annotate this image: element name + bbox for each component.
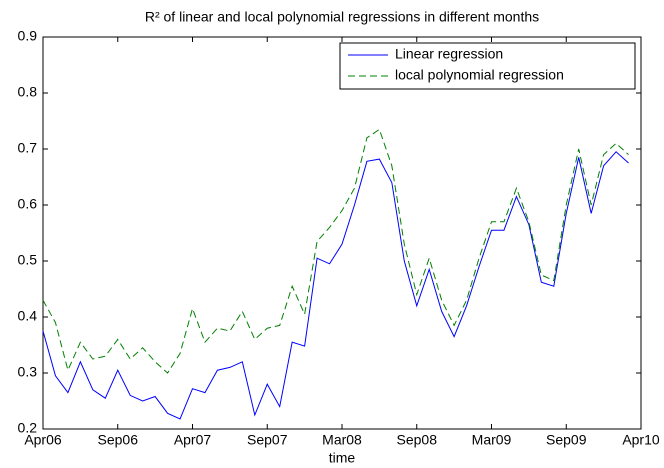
y-tick-label: 0.5: [18, 252, 38, 268]
x-tick-label: Apr06: [24, 432, 62, 448]
x-tick-label: Sep06: [98, 432, 139, 448]
data-line: [42, 128, 629, 374]
x-tick-label: Apr10: [622, 432, 660, 448]
x-tick-label: Sep09: [546, 432, 587, 448]
data-line: [42, 151, 629, 420]
chart-title: R² of linear and local polynomial regres…: [145, 9, 539, 25]
y-tick-label: 0.3: [18, 364, 38, 380]
plot-frame: [42, 36, 642, 430]
legend-box: [339, 42, 636, 90]
legend-label: Linear regression: [395, 46, 503, 62]
y-tick-label: 0.2: [18, 420, 38, 436]
x-tick-label: Mar08: [322, 432, 362, 448]
y-tick-label: 0.9: [18, 28, 38, 44]
y-tick-label: 0.4: [18, 308, 38, 324]
y-tick-label: 0.6: [18, 196, 38, 212]
x-tick-label: Mar09: [472, 432, 512, 448]
x-tick-label: Apr07: [174, 432, 212, 448]
legend-label: local polynomial regression: [395, 67, 564, 83]
y-tick-label: 0.7: [18, 140, 38, 156]
y-tick-label: 0.8: [18, 84, 38, 100]
x-tick-label: Sep08: [397, 432, 438, 448]
x-tick-label: Sep07: [247, 432, 288, 448]
x-axis-label: time: [329, 450, 356, 466]
